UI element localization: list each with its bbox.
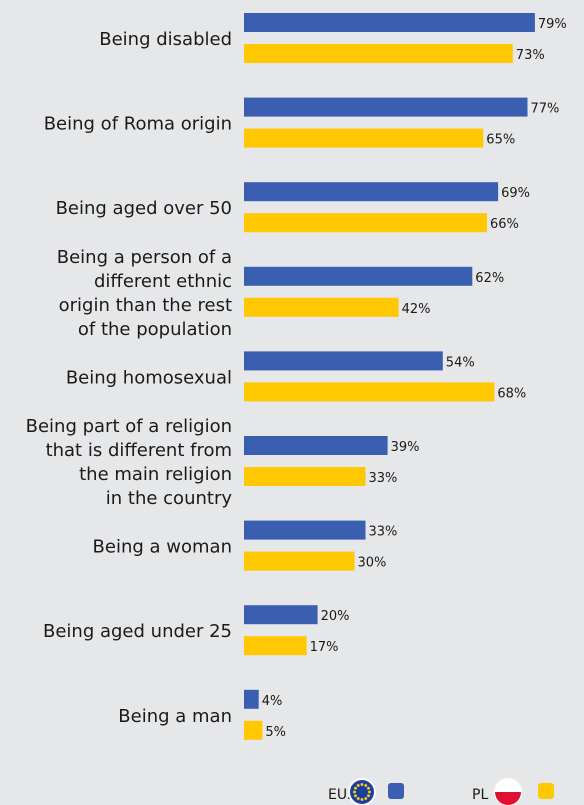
pl-bar [244,128,484,148]
category-label: Being part of a religion that is differen… [26,416,233,509]
pl-bar [244,551,355,571]
pl-bar [244,467,366,486]
eu-flag-star [360,783,364,786]
category-label-line: the main religion [79,464,232,485]
pl-bar [244,720,263,740]
eu25-value-label: 4% [262,694,283,709]
pl-bar [244,382,495,402]
category-label-line: that is different from [46,440,232,461]
category-label-line: Being part of a religion [26,416,232,437]
category-label-line: different ethnic [94,271,232,292]
eu25-bar [244,605,318,625]
pl-value-label: 17% [310,640,339,655]
category-label-line: Being homosexual [66,367,232,388]
category-label-line: origin than the rest [59,295,232,316]
category-label-line: of the population [78,319,232,340]
eu25-value-label: 79% [538,17,567,32]
category-label: Being disabled [99,29,232,50]
eu25-value-label: 69% [501,186,530,201]
pl-value-label: 30% [358,556,387,571]
category-label-line: Being aged over 50 [56,198,232,219]
legend-swatch-eu25 [388,783,404,799]
pl-value-label: 33% [369,471,398,486]
eu25-value-label: 39% [391,440,420,455]
eu-flag-star [356,797,360,800]
pl-bar [244,213,487,233]
category-label-line: in the country [106,488,233,509]
pl-value-label: 65% [486,133,515,148]
eu-flag-star [368,790,371,794]
category-label: Being homosexual [66,367,232,388]
category-label: Being aged over 50 [56,198,232,219]
pl-value-label: 42% [402,302,431,317]
category-label-line: Being aged under 25 [43,621,232,642]
poland-flag-icon [494,778,522,805]
eu-flag-star [364,784,368,787]
eu25-value-label: 77% [531,102,560,117]
eu25-bar [244,13,535,32]
category-label: Being a woman [93,537,232,558]
eu25-bar [244,520,366,540]
eu25-bar [244,182,499,202]
eu25-value-label: 33% [369,525,398,540]
eu-flag-star [367,786,370,790]
eu-flag-star [356,784,360,787]
pl-value-label: 68% [497,386,526,401]
category-label: Being a man [118,706,232,727]
pl-value-label: 73% [516,48,545,63]
poland-flag-red-half [495,792,521,805]
category-label-line: Being a person of a [57,247,232,268]
eu25-value-label: 54% [446,355,475,370]
eu25-value-label: 62% [475,271,504,286]
pl-bar [244,297,399,317]
legend: EU25 PL [328,778,554,805]
eu-flag-star [364,797,368,800]
eu25-bar [244,266,473,286]
legend-swatch-pl [538,783,554,799]
pl-bar [244,636,307,656]
category-label: Being aged under 25 [43,621,232,642]
eu25-bar [244,436,388,455]
pl-value-label: 5% [265,725,286,740]
eu-flag-icon [348,778,376,805]
eu-flag-star [354,786,357,790]
eu-flag-star [360,798,364,801]
eu25-bar [244,351,443,371]
eu25-bar [244,689,259,709]
pl-bar [244,44,513,63]
category-label-line: Being a man [118,706,232,727]
category-label: Being a person of a different ethnic origi… [57,247,232,340]
pl-value-label: 66% [490,217,519,232]
category-label-line: Being of Roma origin [44,114,232,135]
eu-flag-star [367,794,370,798]
eu-flag-disc [348,778,376,805]
legend-label-pl: PL [472,787,488,803]
category-label: Being of Roma origin [44,114,232,135]
eu-flag-star [354,794,357,798]
category-label-line: Being disabled [99,29,232,50]
eu-flag-star [353,790,356,794]
category-label-line: Being a woman [93,537,232,558]
eu25-bar [244,97,528,117]
eu25-value-label: 20% [321,609,350,624]
